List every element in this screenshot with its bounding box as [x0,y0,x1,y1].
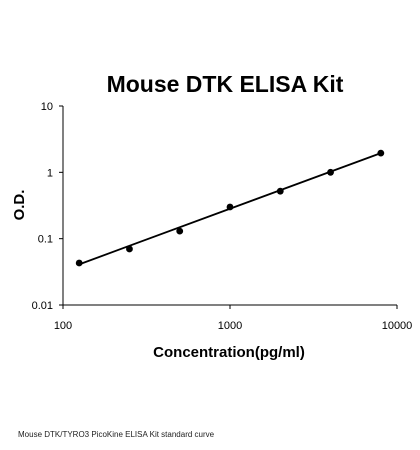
x-axis-label: Concentration(pg/ml) [153,344,305,361]
chart-title: Mouse DTK ELISA Kit [107,71,344,97]
data-point [176,227,184,235]
y-tick-label: 0.1 [38,234,53,246]
figure-caption: Mouse DTK/TYRO3 PicoKine ELISA Kit stand… [18,430,215,439]
y-tick-label: 1 [47,167,53,179]
data-point [276,187,284,195]
y-tick-label: 0.01 [32,300,53,312]
standard-curve-chart: Mouse DTK ELISA Kit 0.01 0.1 1 10 100 1000 100… [11,71,413,361]
data-point [75,259,83,267]
plot-area: 0.01 0.1 1 10 100 1000 10000 [32,101,413,332]
x-tick-label: 1000 [218,320,242,332]
y-tick-label: 10 [41,101,53,113]
data-point [226,203,234,211]
y-axis-label: O.D. [11,190,28,221]
data-point [327,168,334,176]
x-tick-label: 10000 [382,320,413,332]
data-point [377,149,385,157]
x-tick-label: 100 [54,320,72,332]
data-point [126,245,133,253]
